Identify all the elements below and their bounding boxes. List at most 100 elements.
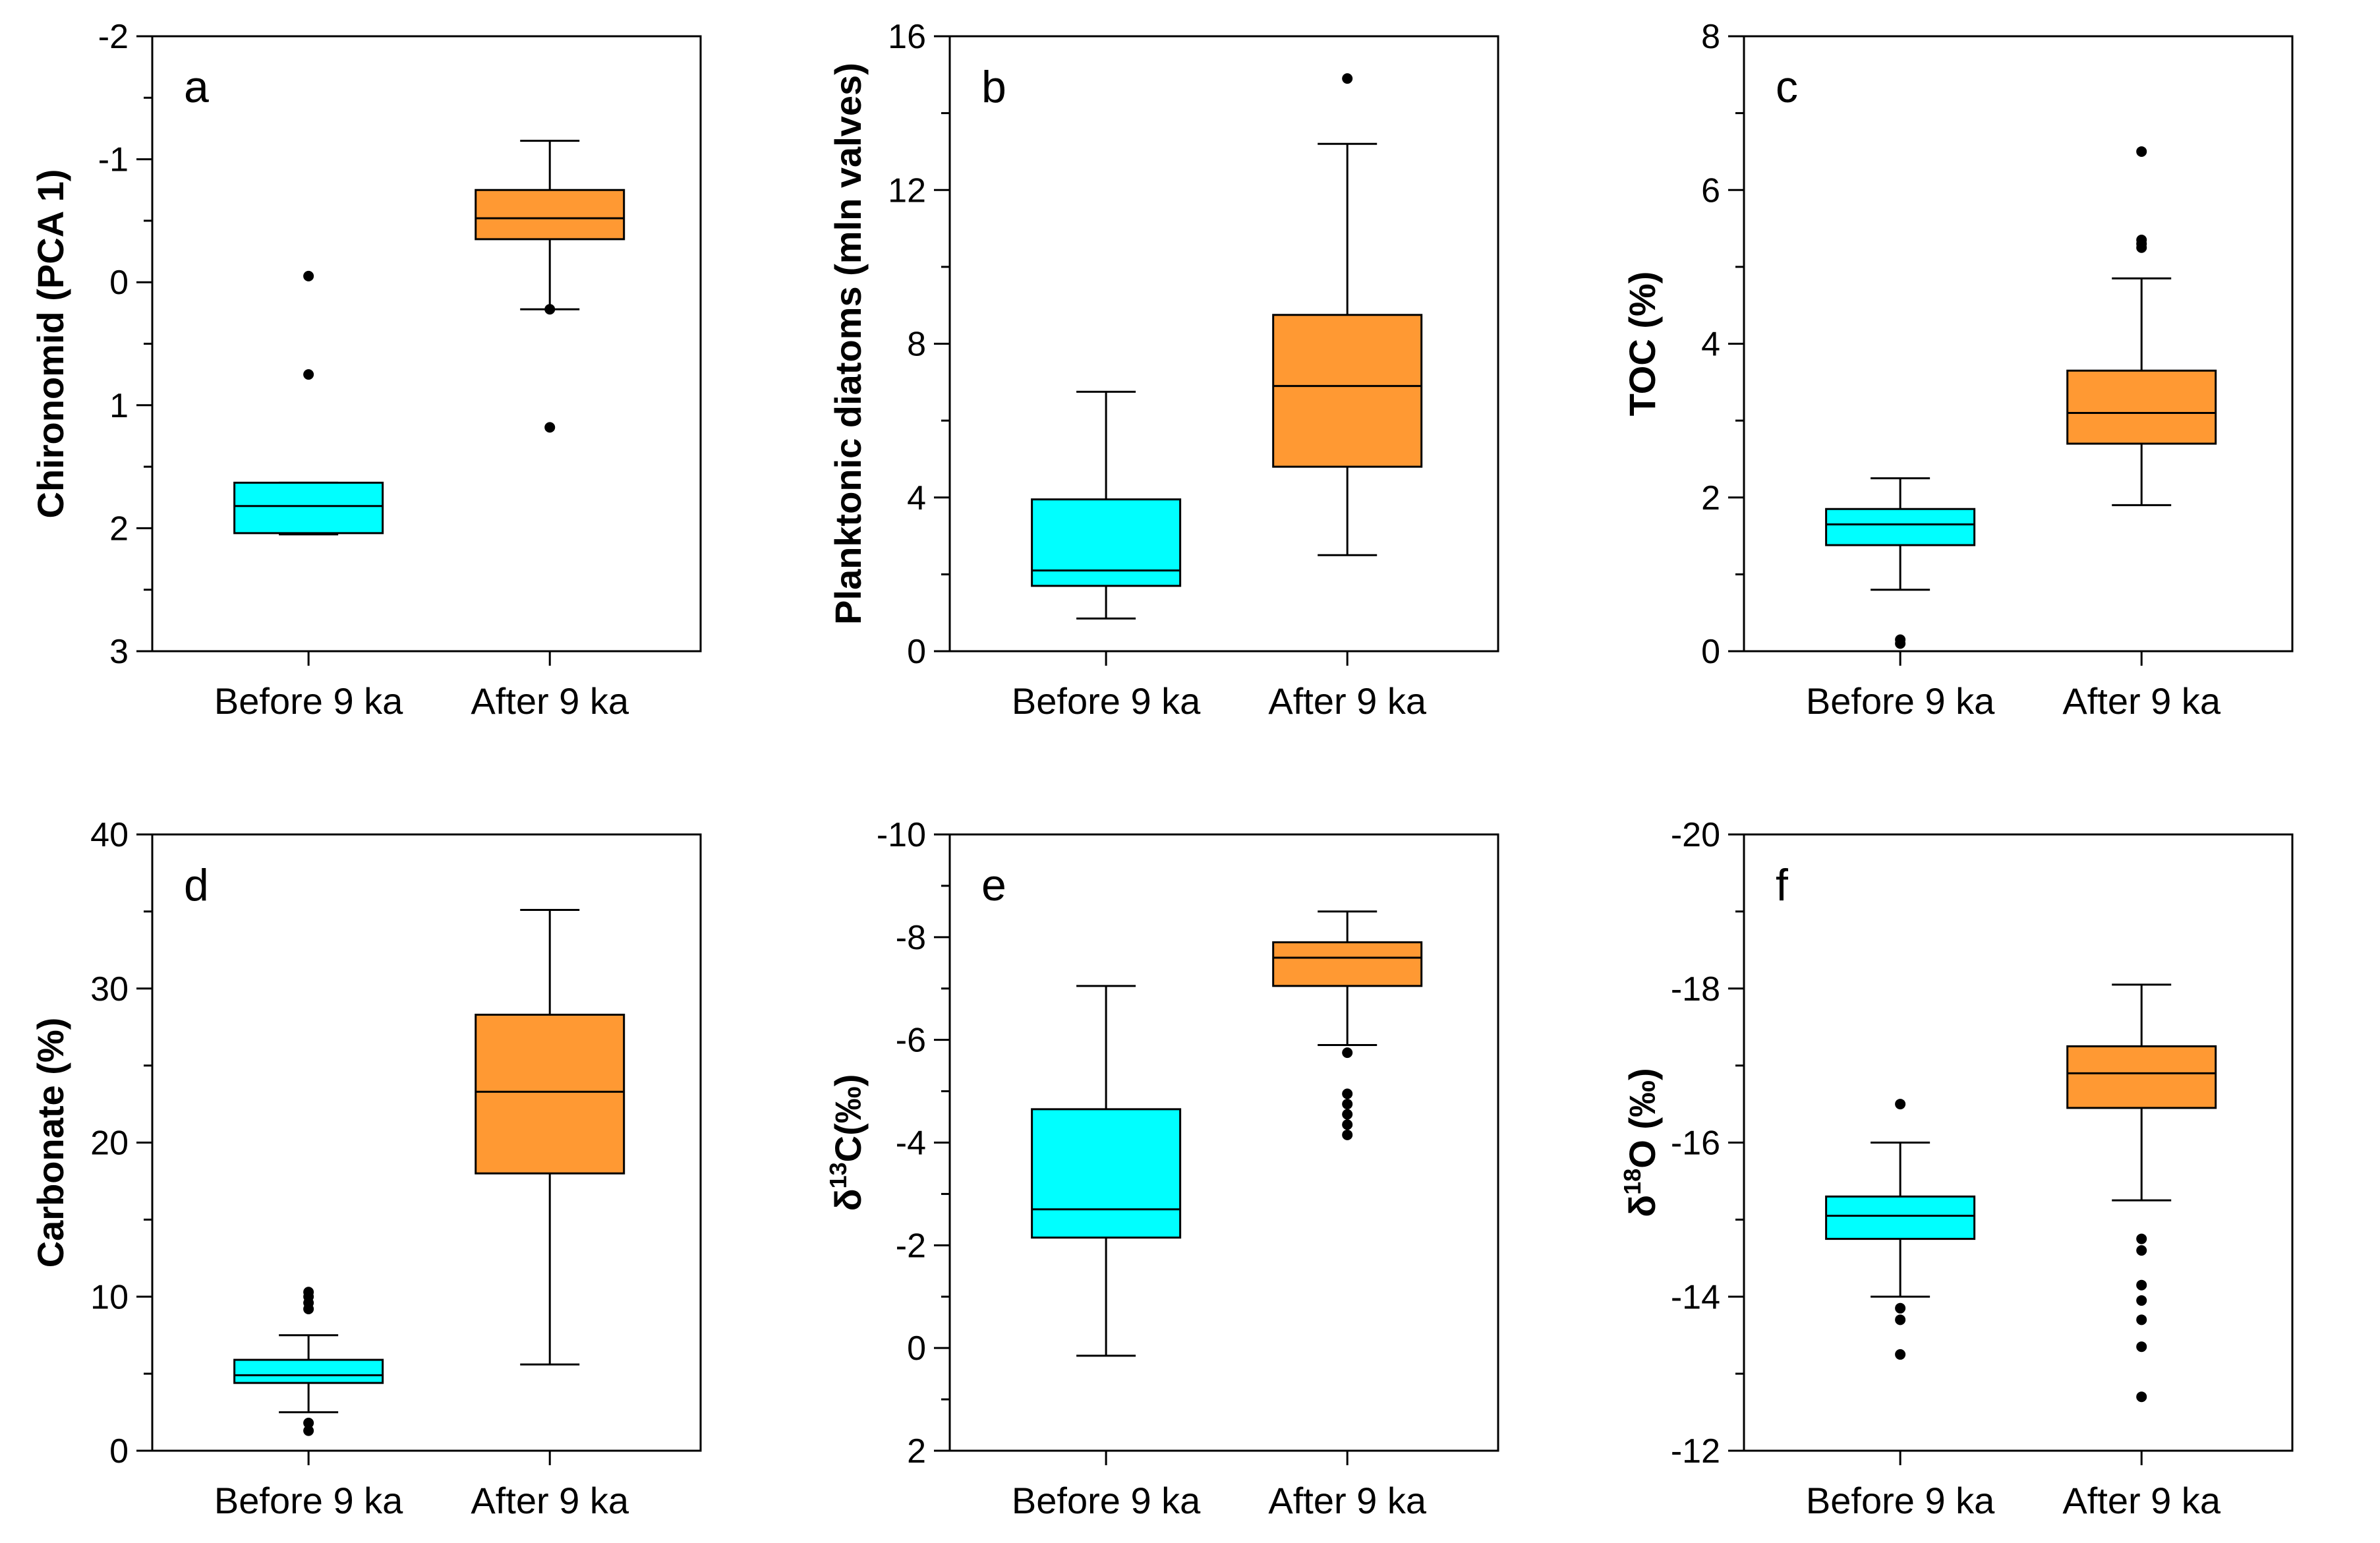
y-tick-label: 1 [109,387,129,425]
box-after [475,909,625,1366]
x-tick-label: After 9 ka [2062,1480,2221,1521]
box-after [2066,983,2217,1403]
y-tick-label: 2 [1701,479,1720,517]
outlier-point [1342,1047,1353,1059]
iqr-box [1825,1195,1976,1240]
y-tick-label: 8 [1701,18,1720,56]
outlier-point [1895,1099,1906,1110]
y-tick-label: -14 [1671,1278,1720,1316]
box-before [1825,1099,1976,1360]
outlier-point [1895,1349,1906,1360]
outlier-point [2136,235,2147,246]
outlier-point [1895,634,1906,645]
y-tick-label: -4 [896,1124,926,1163]
plot-frame [1743,35,2294,653]
y-axis-label: Planktonic diatoms (mln valves) [827,63,869,625]
outlier-point [1342,1129,1353,1140]
outlier-point [1342,73,1353,84]
y-tick-label: 4 [1701,326,1720,364]
plot-frame [151,35,702,653]
panel-label: a [184,62,209,112]
y-tick-label: -12 [1671,1432,1720,1470]
panel-d: 0 10 20 30 40 Before 9 ka After 9 ka d Carbonate… [30,816,702,1521]
outlier-point [2136,1245,2147,1256]
y-tick-label: 30 [90,970,129,1008]
x-tick-label: After 9 ka [1268,680,1427,722]
box-after [1272,73,1423,556]
iqr-box [1272,314,1423,468]
y-tick-label: 16 [888,18,926,56]
x-tick-label: Before 9 ka [214,1480,403,1521]
outlier-point [2136,1341,2147,1353]
panel-b: 0 4 8 12 16 Before 9 ka After 9 ka b Planktonic … [827,18,1499,722]
outlier-point [2136,146,2147,157]
outlier-point [1895,1302,1906,1314]
x-tick-label: Before 9 ka [1806,680,1995,722]
y-tick-label: -2 [98,18,129,56]
y-axis-label: δ13C(‰) [825,1074,869,1211]
x-tick-label: Before 9 ka [1012,680,1201,722]
outlier-point [303,270,314,281]
panel-a: -2 -1 0 1 2 3 Before 9 ka After 9 ka a Chironomid… [30,18,702,722]
outlier-point [303,1425,314,1436]
y-tick-label: 2 [109,509,129,548]
panel-label: e [981,860,1006,910]
outlier-point [1342,1109,1353,1120]
panel-label: b [981,62,1006,112]
panel-label: f [1776,860,1788,910]
iqr-box [233,1358,384,1384]
y-tick-label: 0 [907,633,926,671]
panel-e: -10 -8 -6 -4 -2 0 2 Before 9 ka After 9 ka e δ13C(… [825,816,1499,1521]
outlier-point [303,1417,314,1428]
box-after [2066,146,2217,506]
box-before [1031,985,1182,1357]
y-tick-label: -16 [1671,1124,1720,1163]
box-after [1272,910,1423,1140]
y-tick-label: -18 [1671,970,1720,1008]
outlier-point [544,304,556,315]
box-before [233,1287,384,1436]
outlier-point [1342,1099,1353,1110]
outlier-point [544,422,556,433]
outlier-point [2136,1391,2147,1403]
x-tick-label: After 9 ka [2062,680,2221,722]
x-tick-label: After 9 ka [471,680,629,722]
panel-f: -20 -18 -16 -14 -12 Before 9 ka After 9 ka f δ18… [1619,816,2294,1521]
outlier-point [2136,1233,2147,1244]
iqr-box [475,189,625,241]
outlier-point [1342,1088,1353,1099]
y-tick-label: -6 [896,1022,926,1060]
y-tick-label: -2 [896,1227,926,1265]
x-tick-label: Before 9 ka [214,680,403,722]
iqr-box [2066,1045,2217,1109]
iqr-box [2066,369,2217,445]
y-tick-label: 0 [109,264,129,302]
x-tick-label: After 9 ka [1268,1480,1427,1521]
y-tick-label: -10 [877,816,926,854]
y-tick-label: 20 [90,1124,129,1163]
panel-c: 0 2 4 6 8 Before 9 ka After 9 ka c TOC (%) [1621,18,2294,722]
y-tick-label: 0 [109,1432,129,1470]
outlier-point [1895,1314,1906,1325]
box-after [475,140,625,433]
iqr-box [233,481,384,535]
outlier-point [303,369,314,380]
x-tick-label: After 9 ka [471,1480,629,1521]
y-tick-label: 12 [888,171,926,210]
box-before [1031,390,1182,620]
y-tick-label: 3 [109,633,129,671]
outlier-point [2136,1314,2147,1325]
iqr-box [1825,508,1976,546]
iqr-box [1031,498,1182,587]
y-tick-label: 4 [907,479,926,517]
panel-label: c [1776,62,1798,112]
iqr-box [475,1013,625,1175]
panel-label: d [184,860,209,910]
y-tick-label: 2 [907,1432,926,1470]
y-axis-label: TOC (%) [1621,272,1663,417]
iqr-box [1272,941,1423,987]
y-tick-label: 0 [907,1329,926,1368]
outlier-point [2136,1295,2147,1306]
y-tick-label: -20 [1671,816,1720,854]
